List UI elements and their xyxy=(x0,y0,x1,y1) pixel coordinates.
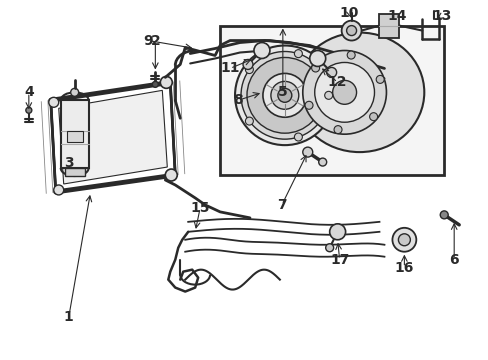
Circle shape xyxy=(152,81,158,87)
Text: 4: 4 xyxy=(24,85,34,99)
Text: 9: 9 xyxy=(143,33,153,48)
Text: 3: 3 xyxy=(64,156,73,170)
Circle shape xyxy=(375,75,384,84)
Circle shape xyxy=(243,59,252,69)
Text: 15: 15 xyxy=(190,201,209,215)
Text: 10: 10 xyxy=(339,6,359,20)
Circle shape xyxy=(392,228,415,252)
Circle shape xyxy=(245,66,253,73)
Text: 17: 17 xyxy=(329,253,348,267)
Text: 6: 6 xyxy=(448,253,458,267)
Circle shape xyxy=(235,45,334,145)
Circle shape xyxy=(253,42,269,58)
Text: 8: 8 xyxy=(233,93,243,107)
Circle shape xyxy=(333,126,341,134)
Circle shape xyxy=(241,51,328,139)
Circle shape xyxy=(324,91,332,99)
Circle shape xyxy=(305,101,312,109)
Circle shape xyxy=(302,147,312,157)
Circle shape xyxy=(329,224,345,240)
Circle shape xyxy=(54,185,63,195)
Circle shape xyxy=(246,58,322,133)
Circle shape xyxy=(325,244,333,252)
Circle shape xyxy=(160,76,172,88)
Text: 5: 5 xyxy=(277,85,287,99)
Text: 13: 13 xyxy=(432,9,451,23)
Bar xyxy=(220,26,443,175)
Text: 12: 12 xyxy=(327,75,346,89)
Text: 11: 11 xyxy=(220,62,239,76)
Circle shape xyxy=(346,51,354,59)
Circle shape xyxy=(49,97,59,107)
Text: 16: 16 xyxy=(394,261,413,275)
Circle shape xyxy=(302,50,386,134)
Polygon shape xyxy=(59,90,167,184)
Bar xyxy=(66,131,82,142)
Circle shape xyxy=(439,211,447,219)
Circle shape xyxy=(270,81,298,109)
Circle shape xyxy=(294,133,302,141)
Circle shape xyxy=(318,158,326,166)
Ellipse shape xyxy=(294,32,424,152)
Circle shape xyxy=(332,80,356,104)
Circle shape xyxy=(311,64,319,72)
Circle shape xyxy=(263,73,306,117)
Polygon shape xyxy=(51,82,175,192)
Text: 2: 2 xyxy=(150,33,160,48)
Text: 7: 7 xyxy=(277,198,286,212)
Circle shape xyxy=(309,50,325,67)
Circle shape xyxy=(326,67,336,77)
Circle shape xyxy=(398,234,409,246)
Circle shape xyxy=(26,107,32,113)
Bar xyxy=(61,100,88,168)
Text: 14: 14 xyxy=(387,9,407,23)
Text: 1: 1 xyxy=(63,310,73,324)
Circle shape xyxy=(294,50,302,58)
Circle shape xyxy=(341,21,361,41)
Circle shape xyxy=(165,169,177,181)
Circle shape xyxy=(277,88,291,102)
Circle shape xyxy=(346,26,356,36)
Bar xyxy=(379,14,399,37)
Circle shape xyxy=(245,117,253,125)
Circle shape xyxy=(314,62,374,122)
Circle shape xyxy=(71,88,79,96)
Bar xyxy=(64,168,84,176)
Circle shape xyxy=(369,113,377,121)
